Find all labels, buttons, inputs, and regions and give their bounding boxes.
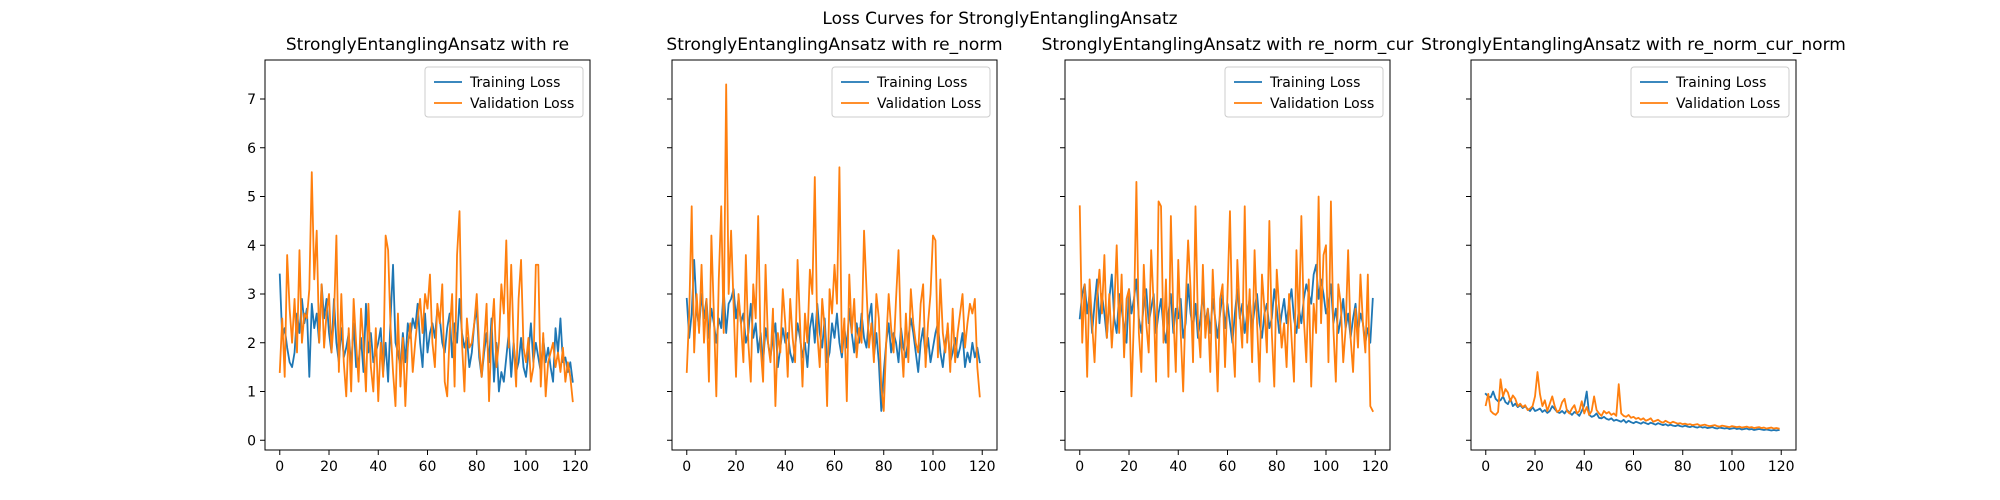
y-tick-label: 5: [247, 190, 256, 206]
axes-frame: [1064, 59, 1391, 451]
plot-area: [278, 171, 574, 408]
legend-label-validation-loss: Validation Loss: [1270, 96, 1374, 112]
x-tick-label: 0: [1481, 459, 1490, 475]
legend-label-validation-loss: Validation Loss: [1676, 96, 1780, 112]
chart-title: StronglyEntanglingAnsatz with re: [286, 35, 569, 55]
x-tick-label: 0: [1075, 459, 1084, 475]
x-tick-label: 120: [562, 459, 589, 475]
series-line-training-loss: [1484, 390, 1780, 432]
series-line-training-loss: [685, 258, 981, 412]
x-tick-label: 60: [1219, 459, 1237, 475]
x-tick-label: 80: [1674, 459, 1692, 475]
x-tick-label: 80: [1268, 459, 1286, 475]
axes-frame: [671, 59, 998, 451]
y-tick-label: 3: [247, 287, 256, 303]
y-tick-label: 1: [247, 385, 256, 401]
x-tick-label: 100: [1313, 459, 1340, 475]
y-tick-label: 0: [247, 433, 256, 449]
legend: Training Loss Validation Loss: [1224, 66, 1384, 118]
legend-label-training-loss: Training Loss: [876, 75, 967, 91]
x-tick-label: 80: [875, 459, 893, 475]
x-tick-label: 20: [727, 459, 745, 475]
x-tick-label: 0: [682, 459, 691, 475]
y-tick-label: 4: [247, 238, 256, 254]
chart-title: StronglyEntanglingAnsatz with re_norm_cu…: [1042, 35, 1414, 55]
x-tick-label: 100: [1719, 459, 1746, 475]
legend-label-training-loss: Training Loss: [1675, 75, 1766, 91]
x-tick-label: 60: [826, 459, 844, 475]
y-tick-label: 2: [247, 336, 256, 352]
legend-box: [1224, 66, 1384, 118]
legend: Training Loss Validation Loss: [424, 66, 584, 118]
chart-panels: StronglyEntanglingAnsatz with re0 20 40 60 8…: [247, 35, 1846, 475]
x-tick-label: 20: [320, 459, 338, 475]
x-tick-label: 20: [1526, 459, 1544, 475]
x-tick-label: 40: [1575, 459, 1593, 475]
legend: Training Loss Validation Loss: [1630, 66, 1790, 118]
chart-title: StronglyEntanglingAnsatz with re_norm: [666, 35, 1002, 55]
x-tick-label: 20: [1120, 459, 1138, 475]
x-tick-label: 60: [1625, 459, 1643, 475]
x-tick-label: 120: [969, 459, 996, 475]
x-tick-label: 120: [1768, 459, 1795, 475]
chart-title: StronglyEntanglingAnsatz with re_norm_cu…: [1421, 35, 1846, 55]
legend: Training Loss Validation Loss: [831, 66, 991, 118]
series-line-validation-loss: [685, 83, 981, 412]
x-tick-label: 60: [419, 459, 437, 475]
legend-box: [831, 66, 991, 118]
plot-area: [1484, 371, 1780, 432]
chart-panel-3: StronglyEntanglingAnsatz with re_norm_cu…: [1042, 35, 1414, 475]
plot-area: [1078, 180, 1374, 413]
x-tick-label: 100: [920, 459, 947, 475]
x-tick-label: 100: [513, 459, 540, 475]
axes-frame: [1470, 59, 1797, 451]
x-tick-label: 40: [369, 459, 387, 475]
chart-panel-4: StronglyEntanglingAnsatz with re_norm_cu…: [1421, 35, 1846, 475]
series-line-training-loss: [278, 263, 574, 393]
legend-box: [1630, 66, 1790, 118]
x-tick-label: 40: [776, 459, 794, 475]
legend-label-validation-loss: Validation Loss: [877, 96, 981, 112]
chart-panel-1: StronglyEntanglingAnsatz with re0 20 40 60 8…: [247, 35, 591, 475]
legend-label-validation-loss: Validation Loss: [470, 96, 574, 112]
x-tick-label: 0: [275, 459, 284, 475]
y-tick-label: 7: [247, 92, 256, 108]
series-line-validation-loss: [1078, 180, 1374, 413]
y-tick-label: 6: [247, 141, 256, 157]
chart-panel-2: StronglyEntanglingAnsatz with re_norm 0 20…: [666, 35, 1002, 475]
plot-area: [685, 83, 981, 412]
x-tick-label: 120: [1362, 459, 1389, 475]
legend-box: [424, 66, 584, 118]
legend-label-training-loss: Training Loss: [469, 75, 560, 91]
axes-frame: [264, 59, 591, 451]
legend-label-training-loss: Training Loss: [1269, 75, 1360, 91]
x-tick-label: 40: [1169, 459, 1187, 475]
series-line-validation-loss: [1484, 371, 1780, 430]
series-line-validation-loss: [278, 171, 574, 408]
x-tick-label: 80: [468, 459, 486, 475]
figure-title: Loss Curves for StronglyEntanglingAnsatz: [822, 9, 1177, 29]
